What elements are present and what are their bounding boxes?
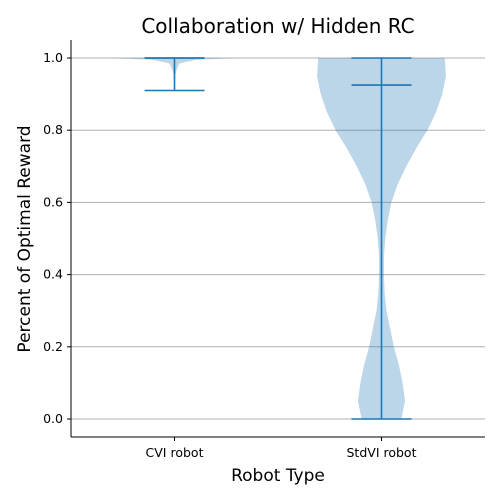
y-axis-label: Percent of Optimal Reward	[15, 125, 35, 352]
y-tick-label-3: 0.6	[43, 194, 63, 209]
y-tick-label-0: 0.0	[43, 411, 63, 426]
violins	[113, 58, 446, 419]
y-tick-label-1: 0.2	[43, 339, 63, 354]
y-tick-label-5: 1.0	[43, 50, 63, 65]
x-tick-label-0: CVI robot	[146, 445, 204, 460]
chart-title: Collaboration w/ Hidden RC	[141, 14, 414, 38]
y-tick-label-4: 0.8	[43, 122, 63, 137]
x-axis-label: Robot Type	[231, 466, 325, 486]
y-tick-label-2: 0.4	[43, 267, 63, 282]
x-tick-label-1: StdVI robot	[347, 445, 417, 460]
